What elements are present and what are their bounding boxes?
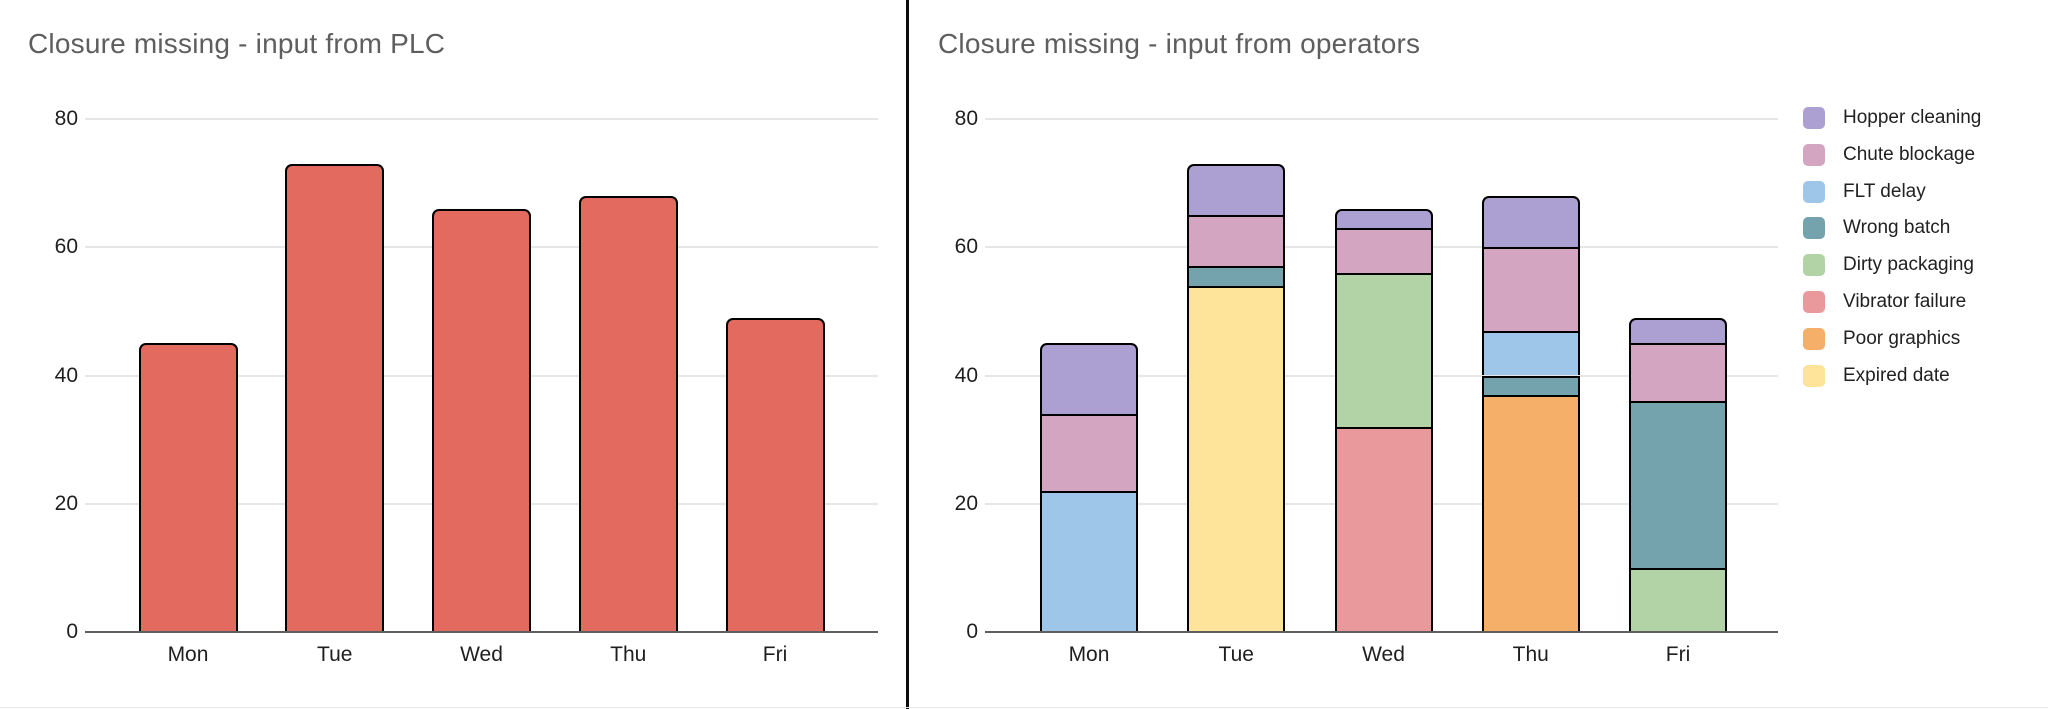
bar-segment-hopper-cleaning-fri[interactable] xyxy=(1629,317,1727,344)
gridline xyxy=(985,118,1778,120)
legend-swatch-dirty-packaging xyxy=(1803,254,1825,277)
bar-segment-poor-graphics-thu[interactable] xyxy=(1481,394,1580,632)
operators-chart-title: Closure missing - input from operators xyxy=(938,28,1421,59)
y-tick-label: 20 xyxy=(54,491,78,515)
y-tick-label: 20 xyxy=(954,491,978,515)
plc-chart-title: Closure missing - input from PLC xyxy=(28,28,446,59)
y-tick-label: 60 xyxy=(54,235,78,259)
legend-label: Poor graphics xyxy=(1843,327,1961,349)
x-tick-label: Tue xyxy=(317,643,353,666)
bar-segment-hopper-cleaning-wed[interactable] xyxy=(1334,208,1433,228)
y-tick-label: 0 xyxy=(66,620,78,643)
legend-label: Chute blockage xyxy=(1843,143,1976,165)
legend-label: Hopper cleaning xyxy=(1843,107,1982,128)
bar-segment-hopper-cleaning-thu[interactable] xyxy=(1481,195,1580,248)
x-tick-label: Thu xyxy=(610,643,647,666)
x-tick-label: Fri xyxy=(762,643,788,666)
bar-segment-dirty-packaging-fri[interactable] xyxy=(1629,567,1727,632)
bottom-edge-line xyxy=(0,707,2048,708)
bar-wed[interactable] xyxy=(432,208,531,632)
panel-divider xyxy=(906,0,909,709)
legend-label: Wrong batch xyxy=(1843,217,1951,239)
legend-item-vibrator-failure[interactable]: Vibrator failure xyxy=(1803,289,2043,315)
gridline xyxy=(85,118,878,120)
x-tick-label: Thu xyxy=(1512,643,1549,666)
bar-segment-wrong-batch-tue[interactable] xyxy=(1187,266,1286,286)
x-tick-label: Wed xyxy=(1362,643,1405,666)
legend-label: Expired date xyxy=(1843,364,1950,386)
bar-segment-wrong-batch-fri[interactable] xyxy=(1629,401,1727,568)
x-axis-line xyxy=(985,631,1778,633)
bar-segment-chute-blockage-tue[interactable] xyxy=(1187,215,1286,267)
legend-item-chute-blockage[interactable]: Chute blockage xyxy=(1803,142,2043,168)
legend-swatch-chute-blockage xyxy=(1803,143,1825,166)
x-axis-line xyxy=(85,631,878,633)
x-tick-label: Mon xyxy=(1068,643,1110,666)
x-tick-label: Tue xyxy=(1218,643,1254,666)
x-tick-label: Fri xyxy=(1665,643,1691,666)
legend-item-poor-graphics[interactable]: Poor graphics xyxy=(1803,326,2043,352)
legend-item-hopper-cleaning[interactable]: Hopper cleaning xyxy=(1803,105,2043,131)
bar-segment-vibrator-failure-wed[interactable] xyxy=(1334,426,1433,632)
y-tick-label: 80 xyxy=(954,107,978,130)
legend-swatch-flt-delay xyxy=(1803,180,1825,203)
x-tick-label: Wed xyxy=(460,643,503,666)
x-tick-label: Mon xyxy=(167,643,209,666)
bar-segment-hopper-cleaning-tue[interactable] xyxy=(1187,163,1286,216)
bar-thu[interactable] xyxy=(578,195,678,632)
bar-segment-chute-blockage-wed[interactable] xyxy=(1334,228,1433,273)
y-tick-label: 60 xyxy=(954,235,978,259)
legend-swatch-expired-date xyxy=(1803,364,1825,387)
y-tick-label: 40 xyxy=(54,363,78,387)
bar-segment-expired-date-tue[interactable] xyxy=(1187,285,1286,632)
legend-item-wrong-batch[interactable]: Wrong batch xyxy=(1803,215,2043,241)
legend-label: Vibrator failure xyxy=(1843,291,1967,312)
bar-segment-dirty-packaging-wed[interactable] xyxy=(1334,272,1433,427)
bar-segment-wrong-batch-thu[interactable] xyxy=(1481,375,1580,395)
legend-swatch-vibrator-failure xyxy=(1803,291,1825,313)
legend-label: Dirty packaging xyxy=(1843,254,1974,276)
bar-segment-flt-delay-mon[interactable] xyxy=(1040,490,1138,632)
legend-swatch-poor-graphics xyxy=(1803,327,1825,350)
legend-label: FLT delay xyxy=(1843,180,1926,202)
bar-segment-hopper-cleaning-mon[interactable] xyxy=(1040,343,1138,414)
bar-mon[interactable] xyxy=(138,343,238,632)
legend-item-dirty-packaging[interactable]: Dirty packaging xyxy=(1803,252,2043,278)
bar-tue[interactable] xyxy=(285,163,385,632)
bar-fri[interactable] xyxy=(725,317,825,632)
y-tick-label: 40 xyxy=(954,363,978,387)
bar-segment-flt-delay-thu[interactable] xyxy=(1481,330,1580,376)
legend-item-expired-date[interactable]: Expired date xyxy=(1803,363,2043,389)
legend-item-flt-delay[interactable]: FLT delay xyxy=(1803,179,2043,205)
bar-segment-chute-blockage-mon[interactable] xyxy=(1040,413,1138,491)
bar-segment-chute-blockage-fri[interactable] xyxy=(1629,343,1727,402)
legend-swatch-wrong-batch xyxy=(1803,217,1825,240)
bar-segment-chute-blockage-thu[interactable] xyxy=(1481,247,1580,331)
y-tick-label: 0 xyxy=(966,620,978,643)
y-tick-label: 80 xyxy=(54,107,78,130)
legend-swatch-hopper-cleaning xyxy=(1803,107,1825,129)
